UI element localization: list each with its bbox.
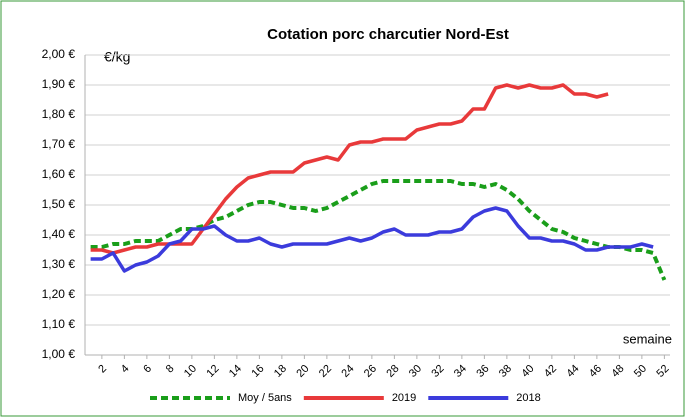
y-tick-label: 1,30 € (42, 257, 76, 271)
series-line (90, 206, 654, 273)
y-tick-label: 1,20 € (42, 287, 76, 301)
y-tick-label: 1,90 € (42, 77, 76, 91)
legend-label: 2018 (516, 392, 540, 404)
series-line (90, 179, 667, 281)
legend-label: Moy / 5ans (238, 392, 292, 404)
y-tick-label: 1,10 € (42, 317, 76, 331)
y-tick-label: 1,60 € (42, 167, 76, 181)
y-tick-label: 2,00 € (42, 47, 76, 61)
y-tick-label: 1,80 € (42, 107, 76, 121)
y-tick-label: 1,70 € (42, 137, 76, 151)
y-unit: €/kg (104, 49, 130, 65)
legend-label: 2019 (392, 392, 416, 404)
y-tick-label: 1,50 € (42, 197, 76, 211)
y-tick-label: 1,40 € (42, 227, 76, 241)
series-line (90, 83, 609, 255)
y-tick-label: 1,00 € (42, 347, 76, 361)
x-axis-label: semaine (623, 331, 672, 346)
chart-title: Cotation porc charcutier Nord-Est (267, 26, 509, 43)
